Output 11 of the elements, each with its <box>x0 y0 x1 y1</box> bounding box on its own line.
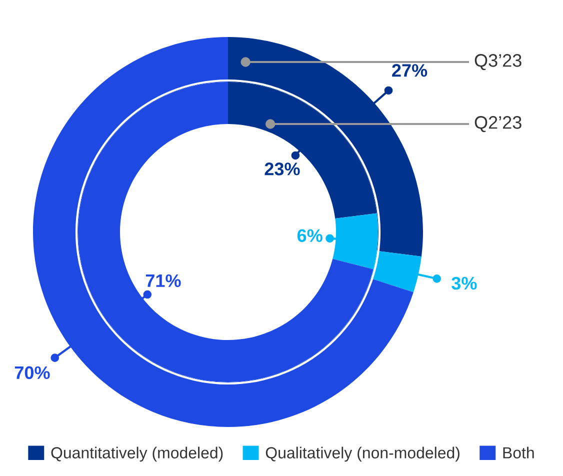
slice-label: Q2’23 <box>474 116 522 132</box>
text: 27% <box>392 64 428 77</box>
text: 23% <box>264 162 300 176</box>
text: 70% <box>14 366 50 380</box>
text: 3% <box>452 276 477 290</box>
text: 6% <box>297 229 322 242</box>
text: 71% <box>146 274 181 288</box>
legend-label: Qualitatively (non-modeled) <box>266 446 460 462</box>
legend-label: Quantitatively (modeled) <box>51 446 223 462</box>
slice-label: Q3’23 <box>474 54 522 70</box>
legend-label: Both <box>503 446 534 458</box>
